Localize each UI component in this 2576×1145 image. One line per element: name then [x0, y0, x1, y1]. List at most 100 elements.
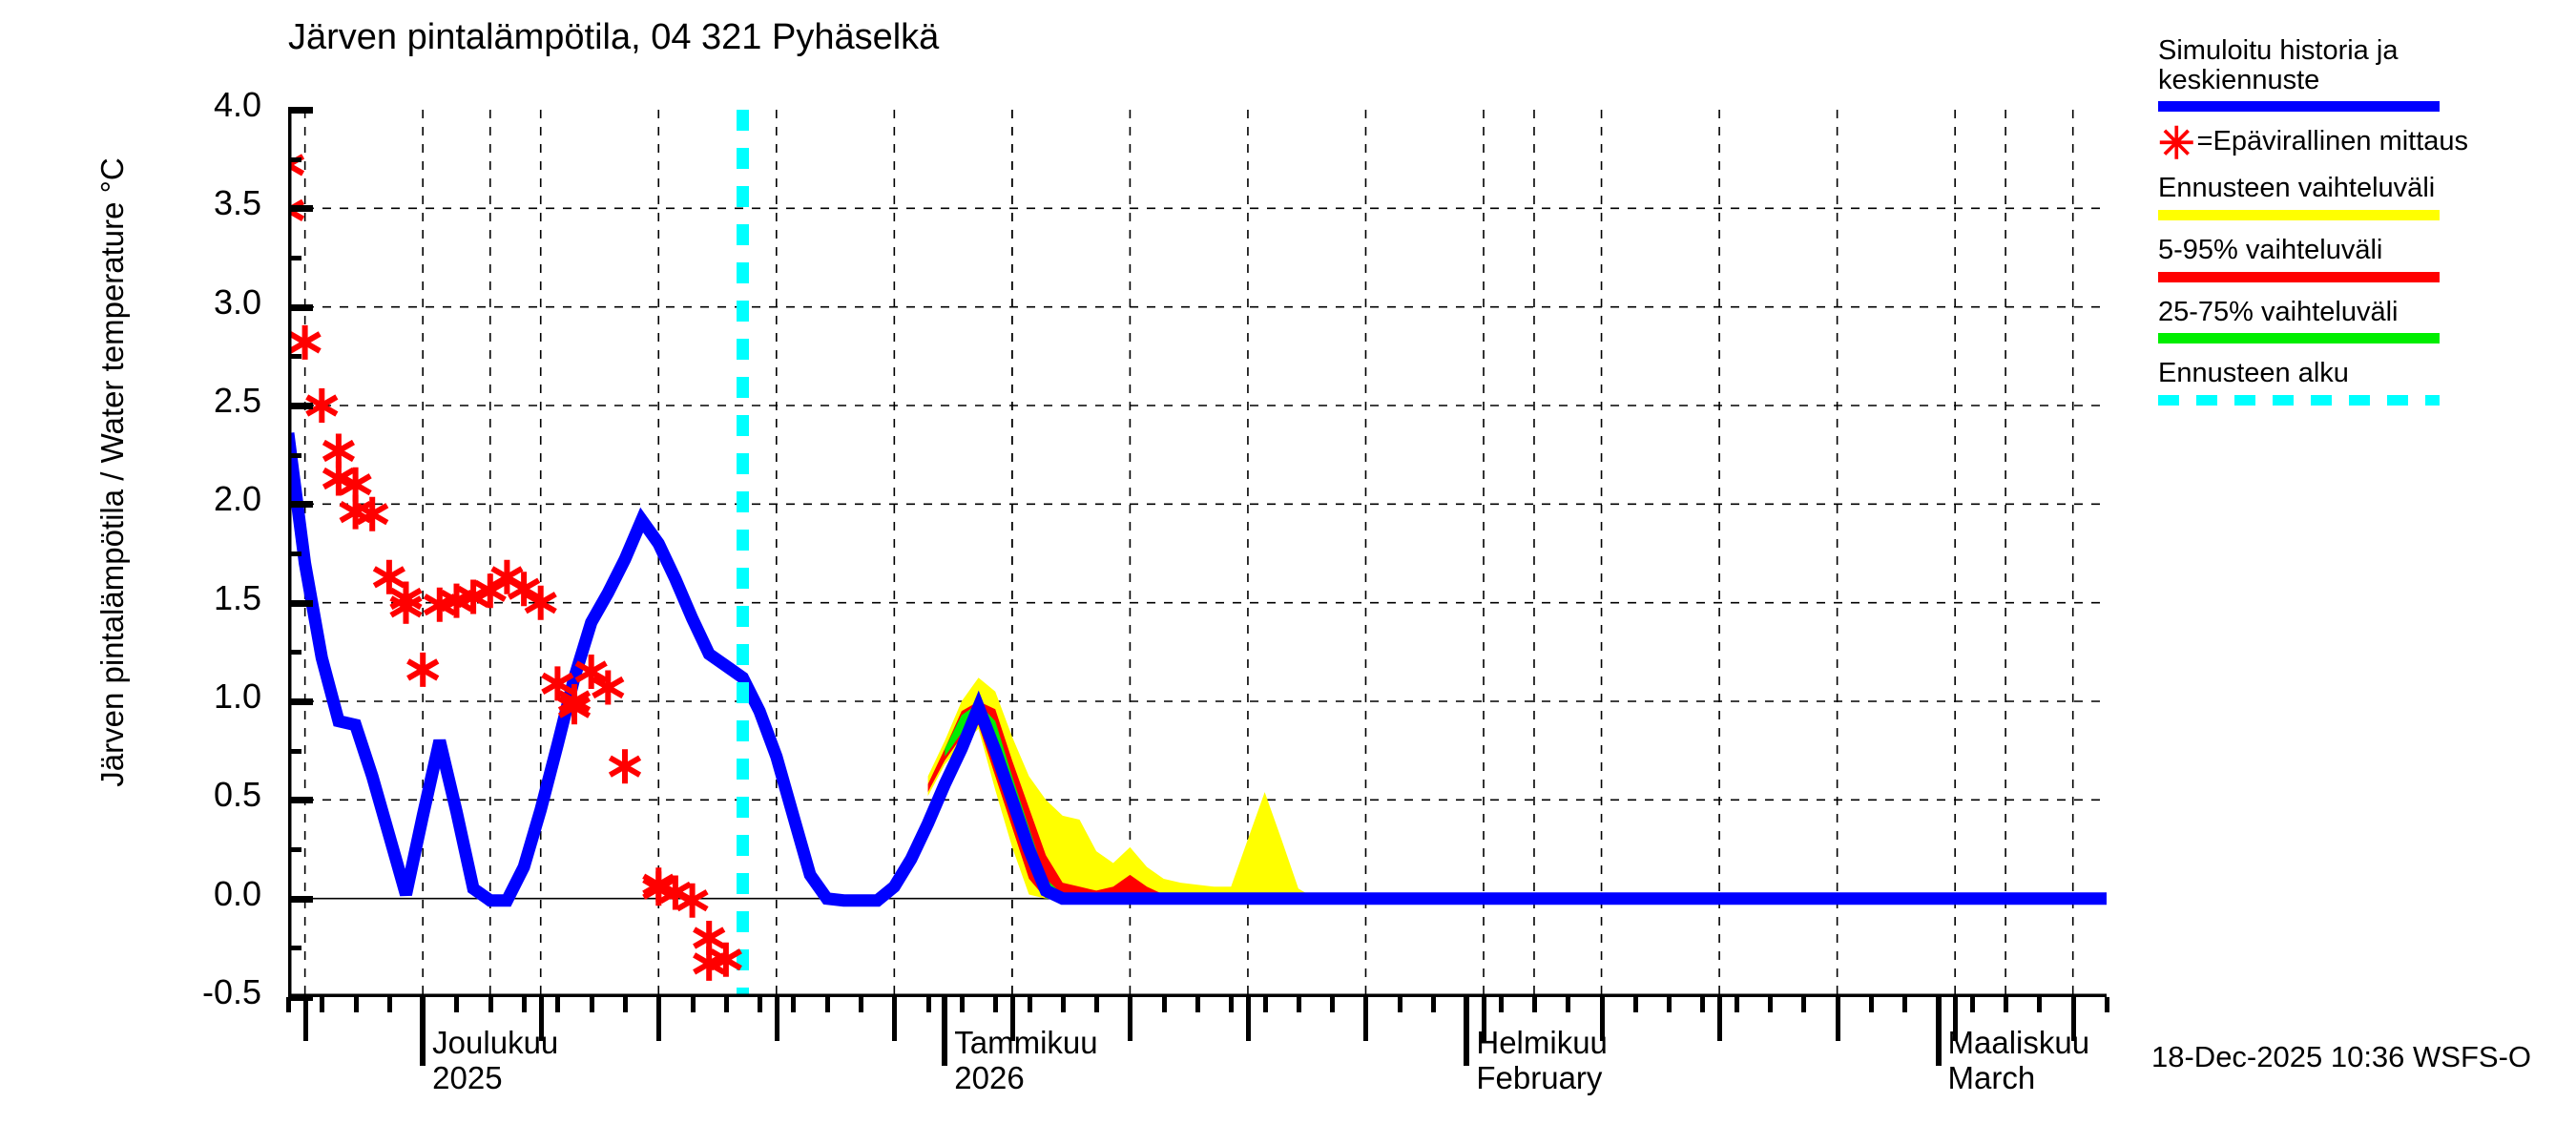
x-tick-label-fi: Maaliskuu	[1947, 1025, 2090, 1060]
x-minor-tick	[1262, 997, 1268, 1012]
x-minor-tick	[2105, 997, 2109, 1012]
asterisk-icon	[693, 952, 726, 975]
asterisk-icon	[356, 503, 389, 526]
x-minor-tick	[1734, 997, 1739, 1012]
y-tick-label: 3.0	[213, 281, 261, 322]
x-minor-tick	[1801, 997, 1807, 1012]
x-tick	[656, 997, 662, 1041]
y-tick	[288, 303, 313, 311]
x-tick	[1482, 997, 1487, 1041]
x-tick-label-fi: Helmikuu	[1476, 1025, 1608, 1060]
y-minor-tick	[288, 650, 301, 656]
y-minor-tick	[288, 748, 301, 754]
x-minor-tick	[1902, 997, 1908, 1012]
legend-forecast-start-label: Ennusteen alku	[2158, 358, 2349, 389]
x-minor-tick	[1161, 997, 1167, 1012]
asterisk-icon	[322, 439, 356, 463]
x-minor-tick	[791, 997, 797, 1012]
y-tick-label: 2.5	[213, 381, 261, 420]
x-minor-tick	[286, 997, 291, 1012]
y-minor-tick	[288, 946, 301, 951]
y-tick-label: 4.0	[213, 85, 261, 124]
asterisk-icon	[608, 755, 642, 778]
x-minor-tick	[555, 997, 561, 1012]
x-tick-label-en: March	[1947, 1059, 2036, 1095]
x-minor-tick	[859, 997, 864, 1012]
mean-line	[288, 432, 2107, 907]
x-minor-tick	[1531, 997, 1537, 1012]
y-tick	[288, 994, 313, 1001]
x-tick	[1009, 997, 1015, 1041]
asterisk-icon	[557, 696, 592, 718]
x-minor-tick	[2004, 997, 2009, 1012]
asterisk-icon	[508, 577, 541, 600]
y-tick-label: 3.5	[213, 183, 261, 223]
x-minor-tick	[1094, 997, 1100, 1012]
asterisk-icon	[288, 331, 322, 354]
x-tick	[774, 997, 779, 1041]
asterisk-icon	[709, 948, 742, 971]
x-tick	[538, 997, 544, 1041]
asterisk-icon	[541, 672, 574, 695]
x-minor-tick	[1330, 997, 1336, 1012]
y-minor-tick	[288, 847, 301, 852]
x-tick	[1717, 997, 1723, 1041]
y-tick-label: 1.0	[213, 677, 261, 716]
y-tick-label: -0.5	[201, 972, 261, 1011]
x-minor-tick	[488, 997, 493, 1012]
asterisk-icon	[693, 926, 726, 949]
asterisk-icon	[423, 593, 456, 616]
x-tick-major	[1464, 997, 1470, 1066]
x-tick	[1599, 997, 1605, 1041]
y-minor-tick	[288, 552, 301, 556]
legend-series-line1: Simuloitu historia ja	[2158, 35, 2399, 66]
x-minor-tick	[1397, 997, 1402, 1012]
x-minor-tick	[1566, 997, 1571, 1012]
legend-swatch-band95	[2158, 209, 2440, 220]
legend-band75-label: 25-75% vaihteluväli	[2158, 296, 2399, 327]
plot-area	[288, 110, 2107, 997]
x-minor-tick	[1027, 997, 1032, 1012]
x-tick	[1128, 997, 1133, 1041]
legend-measurement-label: =Epävirallinen mittaus	[2196, 126, 2469, 157]
asterisk-icon	[339, 473, 372, 496]
x-minor-tick	[353, 997, 359, 1012]
x-minor-tick	[622, 997, 628, 1012]
legend-measurement-row: ✳ =Epävirallinen mittaus	[2158, 117, 2568, 168]
x-minor-tick	[1296, 997, 1301, 1012]
y-minor-tick	[288, 256, 301, 260]
timestamp: 18-Dec-2025 10:36 WSFS-O	[2151, 1040, 2532, 1073]
y-minor-tick	[288, 354, 301, 360]
page-title: Järven pintalämpötila, 04 321 Pyhäselkä	[288, 17, 940, 57]
asterisk-icon	[389, 595, 423, 618]
x-tick-major	[942, 997, 948, 1066]
legend-range-label: Ennusteen vaihteluväli	[2158, 173, 2436, 204]
y-minor-tick	[288, 156, 301, 162]
asterisk-icon	[574, 660, 608, 683]
x-tick	[1363, 997, 1369, 1041]
x-tick-label-en: February	[1476, 1059, 1603, 1095]
x-tick-label: Maaliskuu March	[1947, 1025, 2090, 1096]
y-tick-label: 1.5	[213, 577, 261, 617]
asterisk-icon	[457, 585, 490, 609]
y-tick-label: 2.0	[213, 479, 261, 519]
x-minor-tick	[320, 997, 325, 1012]
asterisk-icon: ✳	[2158, 117, 2195, 168]
x-minor-tick	[690, 997, 696, 1012]
y-tick-label: 0.0	[213, 873, 261, 913]
x-tick	[1953, 997, 1959, 1041]
legend-swatch-green	[2158, 333, 2440, 344]
x-tick	[1245, 997, 1251, 1041]
x-minor-tick	[758, 997, 763, 1012]
x-tick-label-en: 2025	[432, 1059, 503, 1095]
x-minor-tick	[1229, 997, 1235, 1012]
plot-svg	[288, 110, 2107, 997]
x-minor-tick	[1060, 997, 1066, 1012]
x-minor-tick	[1667, 997, 1672, 1012]
x-minor-tick	[1768, 997, 1774, 1012]
legend-swatch-band75	[2158, 271, 2440, 282]
legend-band95-label: 5-95% vaihteluväli	[2158, 234, 2383, 265]
asterisk-icon	[473, 579, 507, 602]
x-minor-tick	[1969, 997, 1975, 1012]
